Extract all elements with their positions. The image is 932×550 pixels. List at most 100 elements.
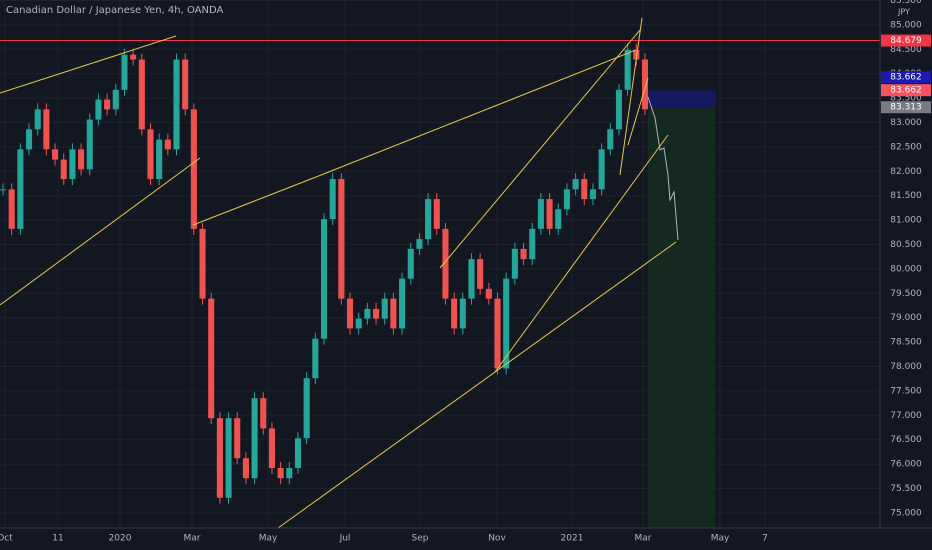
candle bbox=[138, 59, 145, 130]
price-label: 83.662 bbox=[890, 86, 922, 96]
x-tick-label: 2020 bbox=[109, 534, 132, 544]
candle bbox=[459, 298, 466, 329]
candle bbox=[624, 49, 631, 90]
position-boxes bbox=[0, 40, 880, 528]
candle bbox=[78, 149, 85, 170]
candle bbox=[598, 149, 605, 190]
candle bbox=[225, 418, 232, 498]
candle bbox=[277, 467, 284, 479]
candle bbox=[260, 398, 267, 429]
candle bbox=[216, 418, 223, 498]
candle bbox=[52, 149, 59, 160]
candle bbox=[60, 159, 67, 180]
projection-path bbox=[647, 96, 679, 241]
y-tick-label: 77.000 bbox=[890, 411, 922, 421]
candle bbox=[581, 179, 588, 200]
y-tick-label: 83.000 bbox=[890, 118, 922, 128]
candle bbox=[390, 298, 397, 329]
trend-line bbox=[619, 17, 643, 176]
candle bbox=[156, 139, 163, 180]
candle bbox=[503, 278, 510, 369]
candle bbox=[69, 149, 76, 180]
candle bbox=[0, 189, 7, 191]
candle bbox=[208, 298, 215, 419]
candle bbox=[320, 219, 328, 339]
candle bbox=[355, 318, 362, 329]
y-tick-label: 84.500 bbox=[890, 45, 922, 55]
candle bbox=[190, 109, 197, 229]
candle bbox=[442, 228, 449, 299]
price-label-bg bbox=[881, 101, 931, 114]
candle bbox=[286, 467, 293, 479]
candle bbox=[86, 119, 93, 170]
candle bbox=[268, 428, 275, 468]
candle bbox=[537, 199, 544, 229]
candle bbox=[164, 139, 171, 150]
candle bbox=[520, 248, 527, 260]
candle bbox=[451, 298, 458, 329]
trend-line bbox=[0, 35, 177, 94]
currency: JPY bbox=[897, 8, 910, 17]
candle bbox=[242, 458, 249, 479]
y-tick-label: 85.500 bbox=[890, 0, 922, 6]
candle bbox=[182, 59, 189, 110]
candle bbox=[607, 129, 614, 150]
candle bbox=[511, 248, 518, 279]
candle bbox=[121, 54, 128, 90]
candle bbox=[34, 109, 41, 130]
x-tick-label: Oct bbox=[0, 534, 13, 544]
trend-line bbox=[439, 29, 641, 269]
candle bbox=[25, 129, 33, 150]
x-tick-label: May bbox=[259, 534, 278, 544]
price-label-bg bbox=[881, 71, 931, 84]
candle bbox=[572, 179, 579, 190]
y-tick-label: 75.500 bbox=[890, 484, 922, 494]
price-label: 83.662 bbox=[890, 73, 922, 83]
candle bbox=[477, 259, 484, 289]
x-tick-label: Mar bbox=[635, 534, 652, 544]
x-tick-label: Mar bbox=[184, 534, 201, 544]
candle bbox=[112, 89, 119, 110]
y-tick-label: 80.500 bbox=[890, 240, 922, 250]
candle bbox=[589, 189, 596, 200]
trend-line bbox=[0, 157, 201, 306]
candle bbox=[546, 199, 553, 229]
y-tick-label: 75.000 bbox=[890, 508, 922, 518]
candle bbox=[373, 308, 380, 319]
y-tick-label: 81.000 bbox=[890, 216, 922, 226]
candle bbox=[529, 228, 536, 260]
price-label-bg bbox=[881, 84, 931, 97]
candle bbox=[416, 239, 423, 249]
x-tick-label: Sep bbox=[412, 534, 429, 544]
candle bbox=[43, 109, 50, 150]
candle bbox=[407, 248, 414, 279]
candle bbox=[8, 189, 15, 229]
y-tick-label: 79.500 bbox=[890, 289, 922, 299]
x-tick-label: 2021 bbox=[561, 534, 584, 544]
candle bbox=[346, 298, 354, 329]
candle bbox=[494, 298, 501, 369]
target-box bbox=[648, 107, 715, 528]
y-tick-label: 76.000 bbox=[890, 460, 922, 470]
y-tick-label: 82.500 bbox=[890, 142, 922, 152]
candle bbox=[303, 378, 310, 439]
candle bbox=[468, 259, 475, 299]
candle bbox=[234, 418, 241, 459]
candles bbox=[0, 43, 649, 504]
y-tick-label: 79.000 bbox=[890, 313, 922, 323]
candle bbox=[364, 308, 371, 319]
stop-box bbox=[648, 90, 715, 108]
y-tick-label: 78.000 bbox=[890, 362, 922, 372]
x-tick-label: Jul bbox=[339, 534, 351, 544]
trend-line bbox=[277, 241, 677, 529]
candle bbox=[433, 199, 440, 229]
y-tick-label: 82.000 bbox=[890, 167, 922, 177]
y-tick-label: 81.500 bbox=[890, 191, 922, 201]
x-tick-label: Nov bbox=[488, 534, 506, 544]
y-tick-label: 83.500 bbox=[890, 94, 922, 104]
trend-line bbox=[315, 49, 637, 178]
x-tick-label: 7 bbox=[762, 534, 768, 544]
candle bbox=[147, 129, 154, 180]
y-tick-label: 80.000 bbox=[890, 264, 922, 274]
